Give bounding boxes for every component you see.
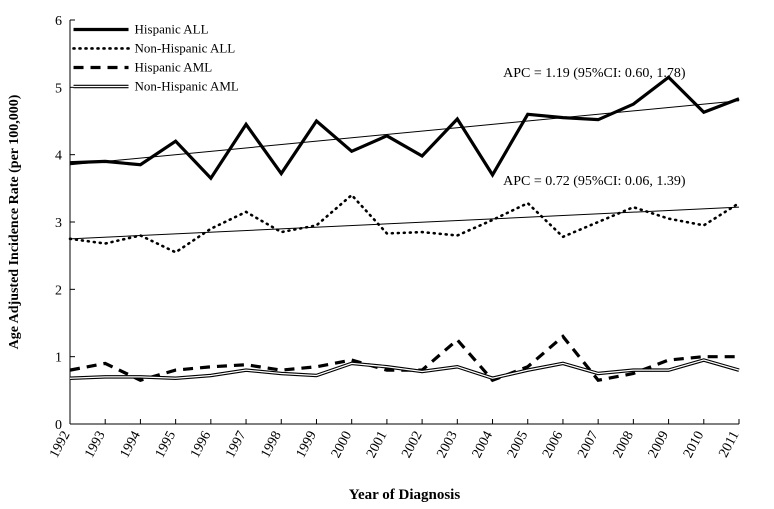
annotation-text: APC = 0.72 (95%CI: 0.06, 1.39) bbox=[503, 174, 686, 189]
chart-container: 0123456199219931994199519961997199819992… bbox=[0, 0, 774, 509]
legend-label: Non-Hispanic ALL bbox=[135, 40, 236, 55]
legend-label: Non-Hispanic AML bbox=[135, 78, 239, 93]
y-tick-label: 6 bbox=[55, 14, 62, 29]
y-tick-label: 1 bbox=[55, 351, 62, 366]
incidence-line-chart: 0123456199219931994199519961997199819992… bbox=[0, 0, 774, 509]
y-tick-label: 5 bbox=[55, 81, 62, 96]
annotation-text: APC = 1.19 (95%CI: 0.60, 1.78) bbox=[503, 66, 686, 81]
legend-label: Hispanic ALL bbox=[135, 21, 209, 36]
y-tick-label: 2 bbox=[55, 283, 62, 298]
legend-label: Hispanic AML bbox=[135, 59, 213, 74]
y-tick-label: 4 bbox=[55, 149, 62, 164]
y-axis-label: Age Adjusted Incidence Rate (per 100,000… bbox=[7, 94, 22, 349]
x-axis-label: Year of Diagnosis bbox=[349, 487, 461, 503]
y-tick-label: 3 bbox=[55, 216, 62, 231]
